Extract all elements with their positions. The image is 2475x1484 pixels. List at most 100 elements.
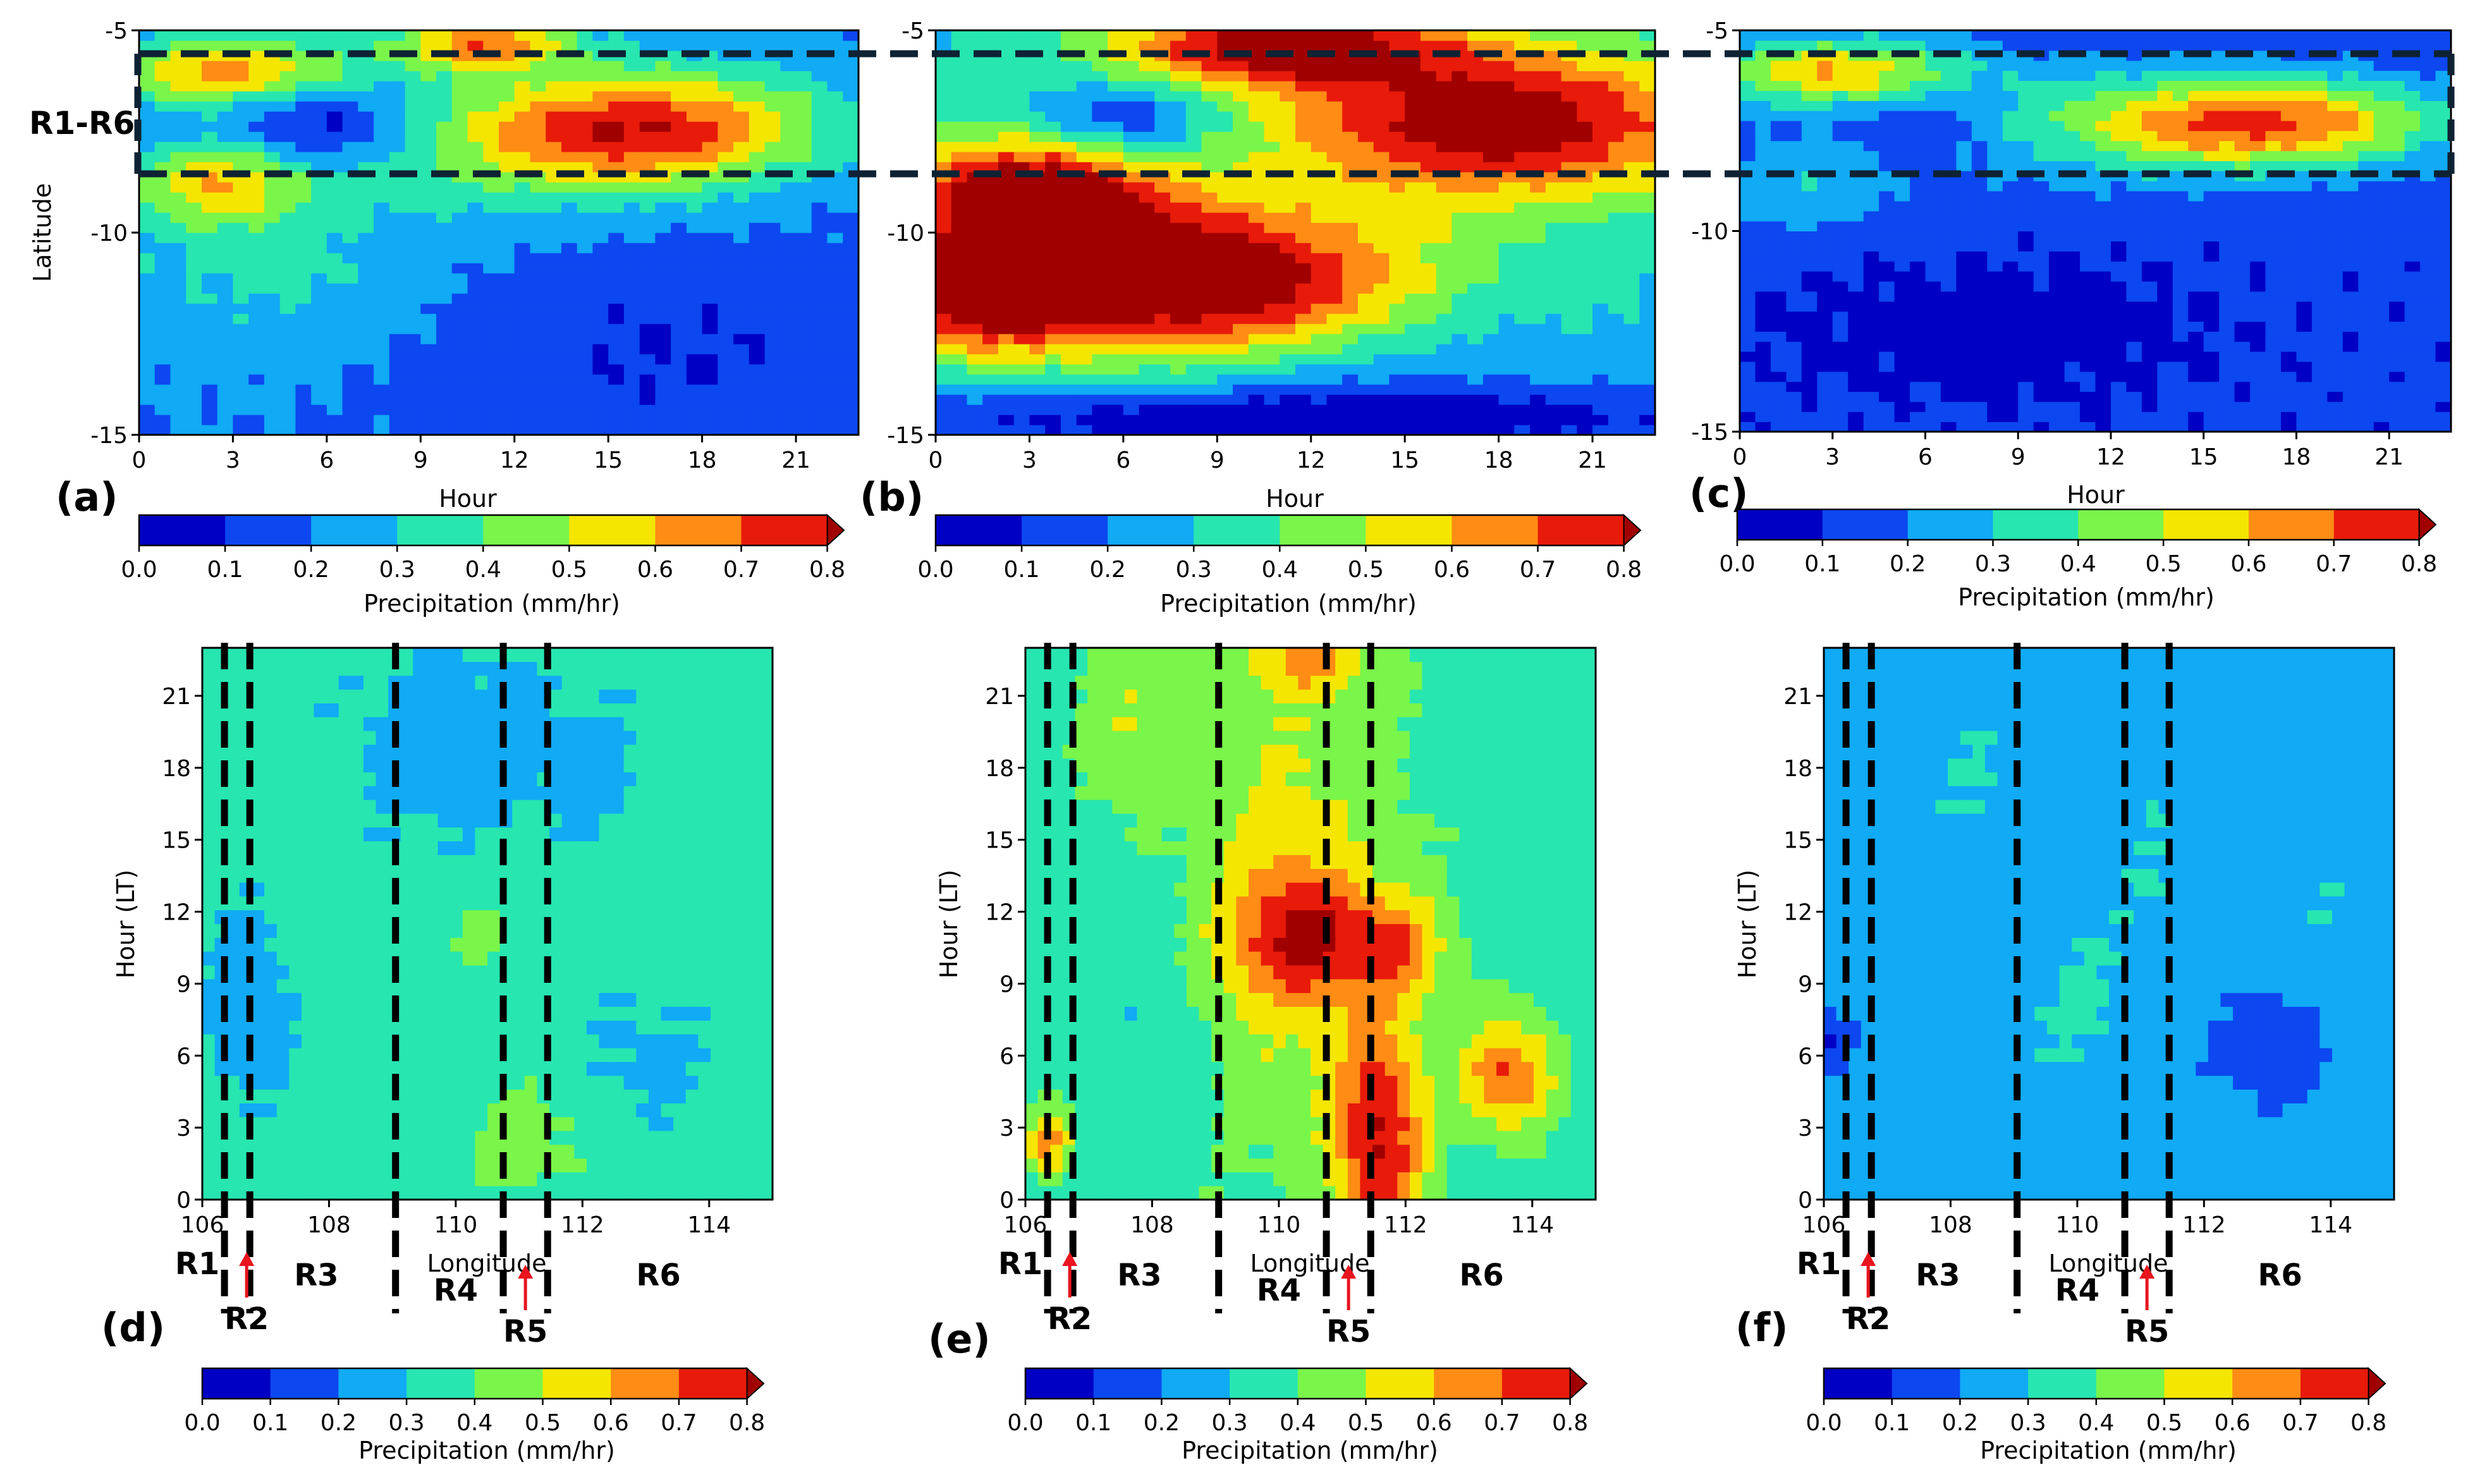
heatmap-cell — [2141, 361, 2158, 372]
heatmap-cell — [186, 61, 202, 71]
heatmap-cell — [2126, 401, 2142, 412]
heatmap-cell — [671, 182, 687, 193]
ticks-a: 0 3 6 9 12 15 18 21-15-10-5 — [90, 18, 810, 473]
heatmap-cell — [530, 152, 546, 162]
heatmap-cell — [2002, 291, 2019, 302]
heatmap-cell — [2203, 301, 2220, 312]
heatmap-cell — [1940, 221, 1957, 232]
heatmap-cell — [1498, 344, 1515, 355]
heatmap-cell — [811, 394, 828, 405]
heatmap-cell — [2296, 401, 2313, 412]
heatmap-cell — [2389, 371, 2405, 382]
heatmap-cell — [2095, 321, 2111, 332]
heatmap-cell — [1029, 202, 1046, 213]
heatmap-cell — [951, 344, 967, 355]
heatmap-cell — [342, 354, 358, 365]
x-tick-label: 12 — [1297, 447, 1326, 473]
heatmap-cell — [1498, 91, 1515, 102]
heatmap-cell — [1451, 425, 1468, 435]
heatmap-cell — [2002, 261, 2019, 272]
heatmap-cell — [326, 81, 343, 92]
heatmap-cell — [1987, 341, 2003, 352]
heatmap-cell — [217, 40, 233, 51]
heatmap-cell — [248, 394, 265, 405]
heatmap-cell — [780, 131, 797, 142]
heatmap-cell — [2342, 381, 2359, 392]
heatmap-cell — [764, 425, 781, 435]
heatmap-cell — [389, 40, 406, 51]
heatmap-cell — [2203, 422, 2220, 432]
heatmap-cell — [718, 354, 734, 365]
heatmap-cell — [1233, 334, 1249, 344]
heatmap-cell — [2250, 181, 2266, 192]
heatmap-cell — [951, 182, 967, 193]
heatmap-cell — [1092, 384, 1108, 395]
heatmap-cell — [2389, 231, 2405, 241]
heatmap-cell — [451, 111, 468, 122]
heatmap-cell — [311, 101, 327, 112]
heatmap-cell — [1373, 243, 1390, 253]
heatmap-cell — [1545, 324, 1562, 334]
heatmap-cell — [1987, 301, 2003, 312]
heatmap-cell — [139, 425, 156, 435]
heatmap-cell — [326, 121, 343, 132]
heatmap-cell — [1561, 313, 1577, 324]
heatmap-cell — [1342, 192, 1359, 203]
heatmap-cell — [951, 374, 967, 385]
heatmap-cell — [1956, 361, 1972, 372]
heatmap-cell — [2389, 351, 2405, 362]
heatmap-cell — [1060, 162, 1077, 173]
heatmap-cell — [1451, 162, 1468, 173]
heatmap-cell — [1233, 384, 1249, 395]
heatmap-cell — [2172, 241, 2189, 252]
heatmap-cell — [671, 30, 687, 41]
heatmap-cell — [1045, 344, 1061, 355]
heatmap-cell — [1786, 422, 1802, 432]
heatmap-cell — [1420, 61, 1437, 71]
heatmap-cell — [2033, 361, 2050, 372]
heatmap-cell — [1373, 61, 1390, 71]
heatmap-cell — [1940, 422, 1957, 432]
heatmap-cell — [639, 222, 656, 233]
heatmap-cell — [389, 273, 406, 284]
heatmap-cell — [2080, 181, 2096, 192]
heatmap-cell — [170, 263, 186, 274]
heatmap-cell — [623, 425, 640, 435]
heatmap-cell — [1358, 364, 1374, 375]
heatmap-cell — [1405, 415, 1421, 425]
heatmap-cell — [1987, 261, 2003, 272]
heatmap-cell — [780, 354, 797, 365]
heatmap-cell — [686, 131, 703, 142]
heatmap-cell — [1482, 192, 1500, 203]
heatmap-cell — [1832, 361, 1849, 372]
heatmap-cell — [1170, 202, 1187, 213]
heatmap-cell — [342, 313, 358, 324]
heatmap-cell — [1013, 131, 1030, 142]
heatmap-cell — [843, 324, 859, 334]
heatmap-cell — [1342, 293, 1359, 304]
heatmap-cell — [514, 324, 530, 334]
heatmap-cell — [1755, 331, 1771, 342]
heatmap-cell — [780, 111, 797, 122]
heatmap-cell — [1623, 202, 1640, 213]
heatmap-cell — [295, 81, 312, 92]
heatmap-cell — [1451, 303, 1468, 314]
heatmap-cell — [311, 263, 327, 274]
heatmap-cell — [671, 101, 687, 112]
heatmap-cell — [1561, 233, 1577, 243]
heatmap-cell — [2111, 271, 2127, 282]
heatmap-cell — [1248, 263, 1265, 274]
heatmap-cell — [1045, 30, 1061, 41]
heatmap-cell — [233, 273, 249, 284]
heatmap-cell — [1311, 81, 1327, 92]
heatmap-cell — [749, 152, 766, 162]
heatmap-cell — [436, 162, 453, 173]
heatmap-cell — [1925, 210, 1941, 222]
heatmap-cell — [1623, 172, 1640, 183]
heatmap-cell — [1295, 243, 1312, 253]
heatmap-cell — [1311, 283, 1327, 294]
heatmap-cell — [749, 30, 766, 41]
heatmap-cell — [1755, 241, 1771, 252]
heatmap-cell — [233, 394, 249, 405]
heatmap-cell — [936, 344, 952, 355]
